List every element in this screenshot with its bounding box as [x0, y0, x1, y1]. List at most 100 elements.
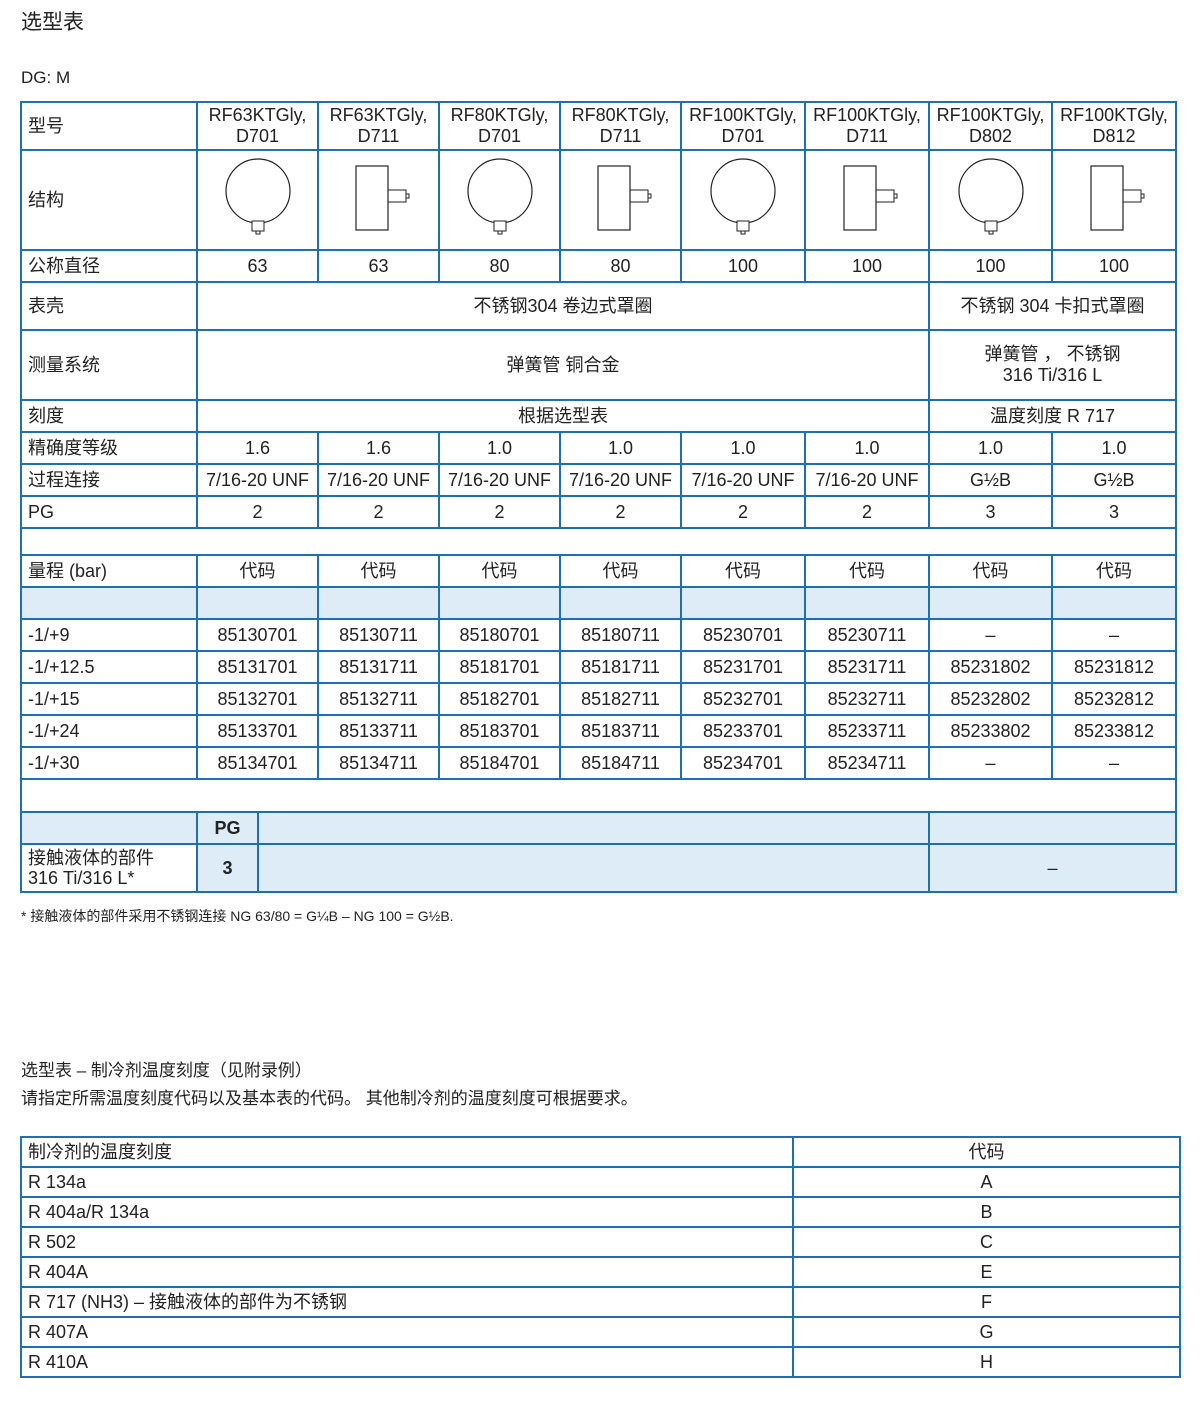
- back-mount-gauge-icon: [832, 164, 902, 242]
- round-gauge-icon: [223, 157, 293, 242]
- back-mount-gauge-icon: [344, 164, 414, 242]
- range-label: -1/+30: [20, 746, 198, 780]
- row-label: 精确度等级: [20, 431, 198, 465]
- cell-text: PG: [28, 501, 55, 522]
- cell-text: 316 Ti/316 L*: [28, 868, 135, 888]
- cell-text: 100: [975, 255, 1006, 276]
- cell-text: 弹簧管 铜合金: [506, 354, 620, 375]
- cell-text: –: [985, 624, 996, 645]
- dial-row: 刻度 根据选型表 温度刻度 R 717: [20, 399, 1177, 433]
- cell-text: 1.6: [365, 437, 392, 458]
- refrigerant-name: R 404a/R 134a: [20, 1196, 794, 1228]
- wetted-value: –: [928, 843, 1177, 893]
- cell-text: 3: [985, 501, 996, 522]
- cell-text: 85182701: [459, 688, 540, 709]
- case-value: 不锈钢 304 卡扣式罩圈: [928, 281, 1177, 331]
- fill-cell: [680, 586, 806, 620]
- order-code: 85132711: [317, 682, 440, 716]
- order-code: 85180701: [438, 618, 561, 652]
- cell-text: 85181701: [459, 656, 540, 677]
- accuracy-value: 1.6: [317, 431, 440, 465]
- pg-header: PG: [196, 811, 259, 845]
- cell-text: 7/16-20 UNF: [815, 469, 919, 490]
- accuracy-value: 1.0: [1051, 431, 1177, 465]
- range-row: -1/+15 85132701 85132711 85182701 85182711 85…: [20, 682, 1177, 716]
- case-row: 表壳 不锈钢304 卷边式罩圈 不锈钢 304 卡扣式罩圈: [20, 281, 1177, 331]
- accuracy-value: 1.6: [196, 431, 319, 465]
- order-code: 85184701: [438, 746, 561, 780]
- order-code: 85233701: [680, 714, 806, 748]
- model-name: RF100KTGly, D802: [928, 101, 1053, 151]
- structure-row: 结构: [20, 149, 1177, 251]
- pg-value: 2: [317, 495, 440, 529]
- cell-text: 公称直径: [28, 255, 100, 276]
- cell-text: 85232711: [827, 688, 907, 709]
- fill-cell: [20, 811, 198, 845]
- cell-text: RF100KTGly,: [1060, 105, 1168, 125]
- range-label: -1/+12.5: [20, 650, 198, 684]
- order-code: 85232711: [804, 682, 930, 716]
- code-header: 代码: [1051, 554, 1177, 588]
- model-name: RF100KTGly, D711: [804, 101, 930, 151]
- footnote: * 接触液体的部件采用不锈钢连接 NG 63/80 = G¼B – NG 100…: [21, 908, 454, 924]
- scale-code: E: [792, 1256, 1181, 1288]
- structure-cell: [196, 149, 319, 251]
- range-label: -1/+15: [20, 682, 198, 716]
- wetted-parts-label: 接触液体的部件 316 Ti/316 L*: [20, 843, 198, 893]
- cell-text: 型号: [28, 115, 64, 136]
- cell-text: 量程 (bar): [28, 560, 108, 581]
- cell-text: 85133711: [339, 720, 418, 741]
- cell-text: 弹簧管 ， 不锈钢: [984, 344, 1121, 364]
- cell-text: 100: [727, 255, 759, 276]
- measuring-system-row: 测量系统 弹簧管 铜合金 弹簧管 ， 不锈钢 316 Ti/316 L: [20, 329, 1177, 401]
- cell-text: 根据选型表: [518, 405, 608, 426]
- order-code: 85231812: [1051, 650, 1177, 684]
- cell-text: 1.6: [244, 437, 271, 458]
- cell-text: 1.0: [730, 437, 756, 458]
- model-name: RF100KTGly, D812: [1051, 101, 1177, 151]
- header-row: 制冷剂的温度刻度 代码: [20, 1136, 1181, 1168]
- cell-text: 85231812: [1073, 656, 1155, 677]
- scale-code: C: [792, 1226, 1181, 1258]
- wetted-parts-row: 接触液体的部件 316 Ti/316 L* 3 –: [20, 843, 1177, 893]
- cell-text: 7/16-20 UNF: [205, 469, 310, 490]
- cell-text: RF100KTGly,: [936, 105, 1045, 125]
- range-row: -1/+30 85134701 85134711 85184701 85184711 85…: [20, 746, 1177, 780]
- spacer-cell: [20, 527, 1177, 556]
- structure-cell: [559, 149, 682, 251]
- cell-text: D701: [477, 126, 522, 146]
- order-code: 85230701: [680, 618, 806, 652]
- cell-text: D711: [599, 126, 642, 146]
- table-row: R 502 C: [20, 1226, 1181, 1258]
- model-name: RF100KTGly, D701: [680, 101, 806, 151]
- order-code: 85233802: [928, 714, 1053, 748]
- cell-text: 85131711: [339, 656, 418, 677]
- cell-text: G½B: [969, 469, 1012, 490]
- cell-text: –: [1047, 857, 1058, 878]
- cell-text: 85180701: [459, 624, 540, 645]
- cell-text: 85184711: [581, 752, 660, 773]
- cell-text: 1.0: [1101, 437, 1127, 458]
- range-header-row: 量程 (bar) 代码 代码 代码 代码 代码 代码 代码 代码: [20, 554, 1177, 588]
- cell-text: 85230701: [702, 624, 784, 645]
- cell-text: 代码: [239, 560, 276, 581]
- order-code: 85130711: [317, 618, 440, 652]
- cell-text: 316 Ti/316 L: [1002, 365, 1103, 385]
- cell-text: 85180711: [581, 624, 660, 645]
- cell-text: 2: [494, 501, 505, 522]
- refrigerant-name: R 717 (NH3) – 接触液体的部件为不锈钢: [20, 1286, 794, 1318]
- order-code: –: [1051, 746, 1177, 780]
- range-label: -1/+9: [20, 618, 198, 652]
- cell-text: 2: [373, 501, 384, 522]
- order-code: 85182701: [438, 682, 561, 716]
- cell-text: 63: [247, 255, 268, 276]
- spacer-row: [20, 778, 1177, 813]
- dial-value: 根据选型表: [196, 399, 930, 433]
- cell-text: RF80KTGly,: [571, 105, 670, 125]
- refrigerant-scale-table: 制冷剂的温度刻度 代码 R 134a A R 404a/R 134a B R 502 C R 4…: [20, 1136, 1181, 1378]
- fill-cell: [20, 586, 198, 620]
- range-row: -1/+9 85130701 85130711 85180701 85180711 852…: [20, 618, 1177, 652]
- fill-cell: [1051, 586, 1177, 620]
- order-code: 85134701: [196, 746, 319, 780]
- fill-cell: [804, 586, 930, 620]
